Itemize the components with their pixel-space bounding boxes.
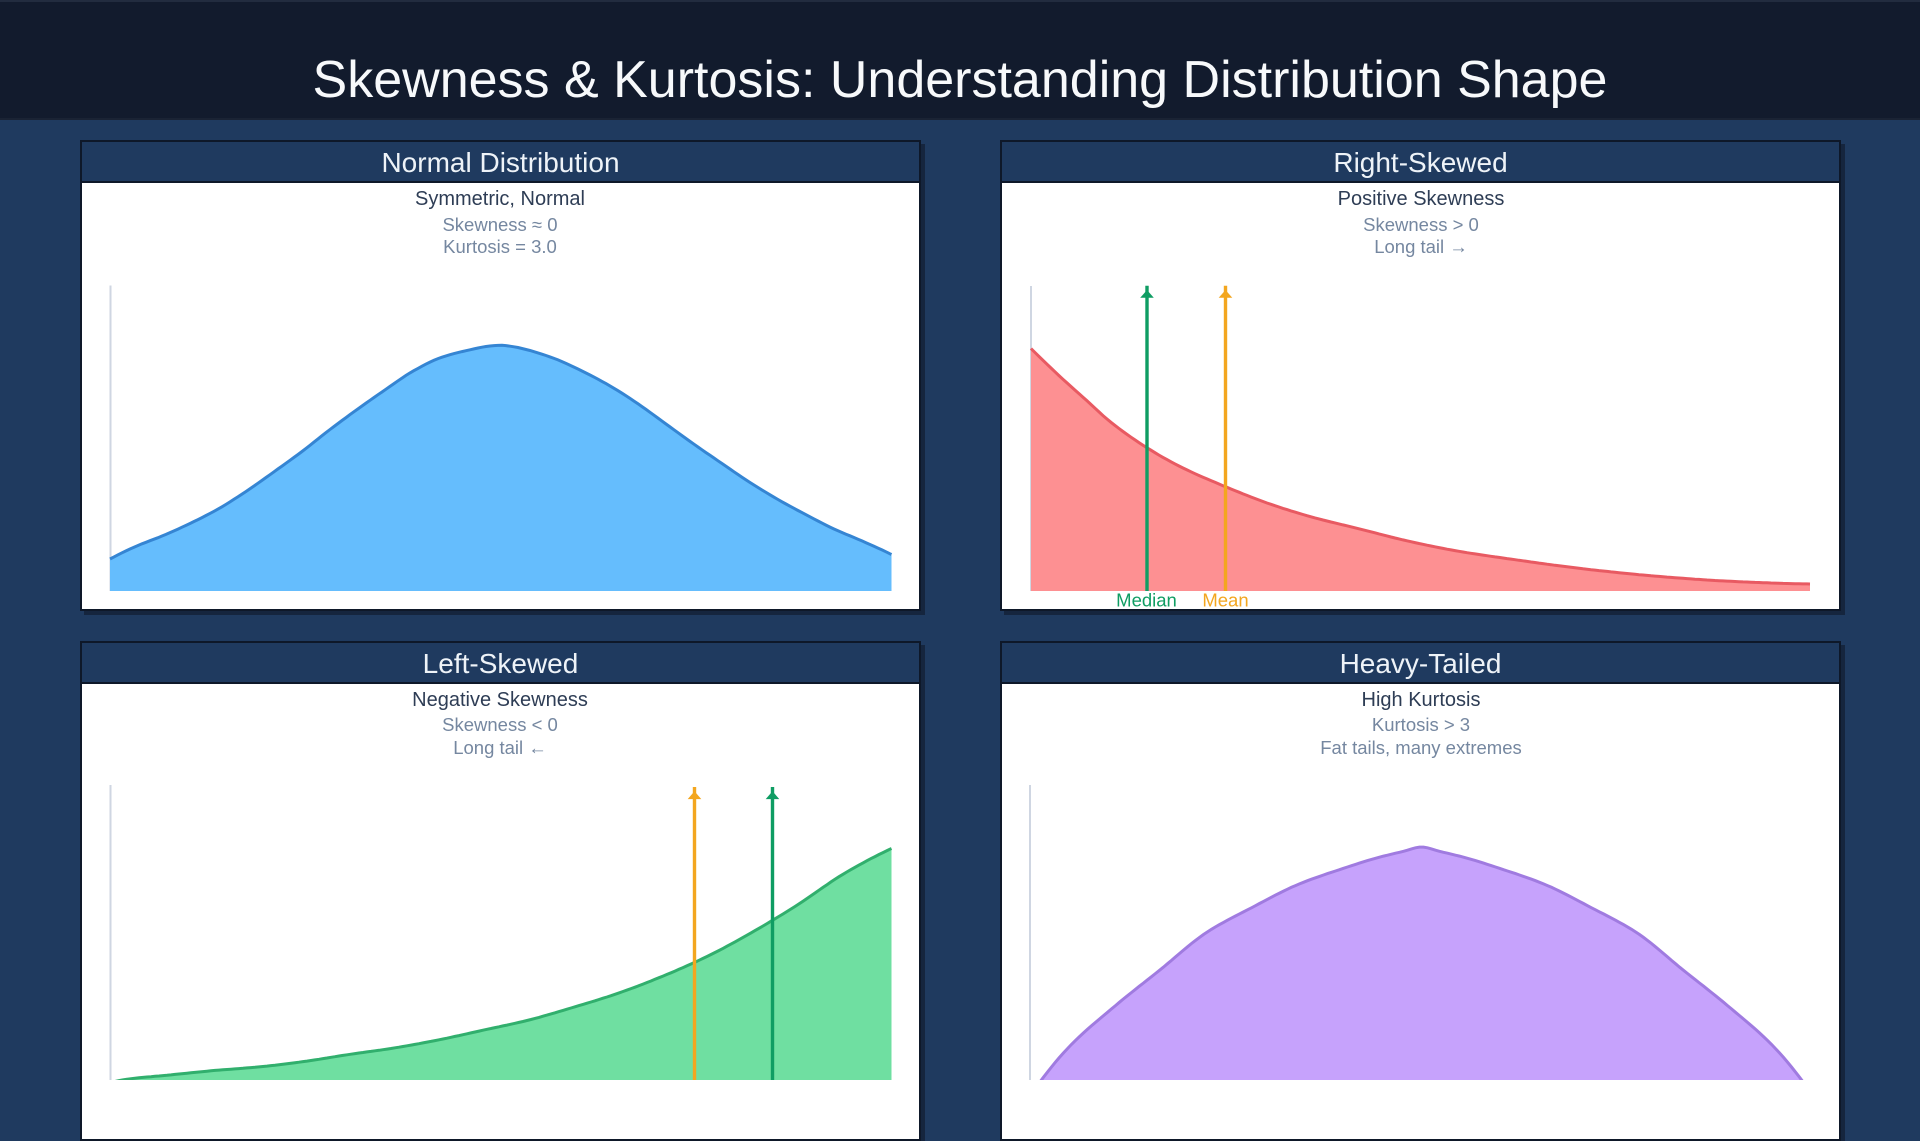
svg-text:Mean: Mean: [1202, 590, 1248, 611]
svg-text:Median: Median: [1116, 590, 1177, 611]
